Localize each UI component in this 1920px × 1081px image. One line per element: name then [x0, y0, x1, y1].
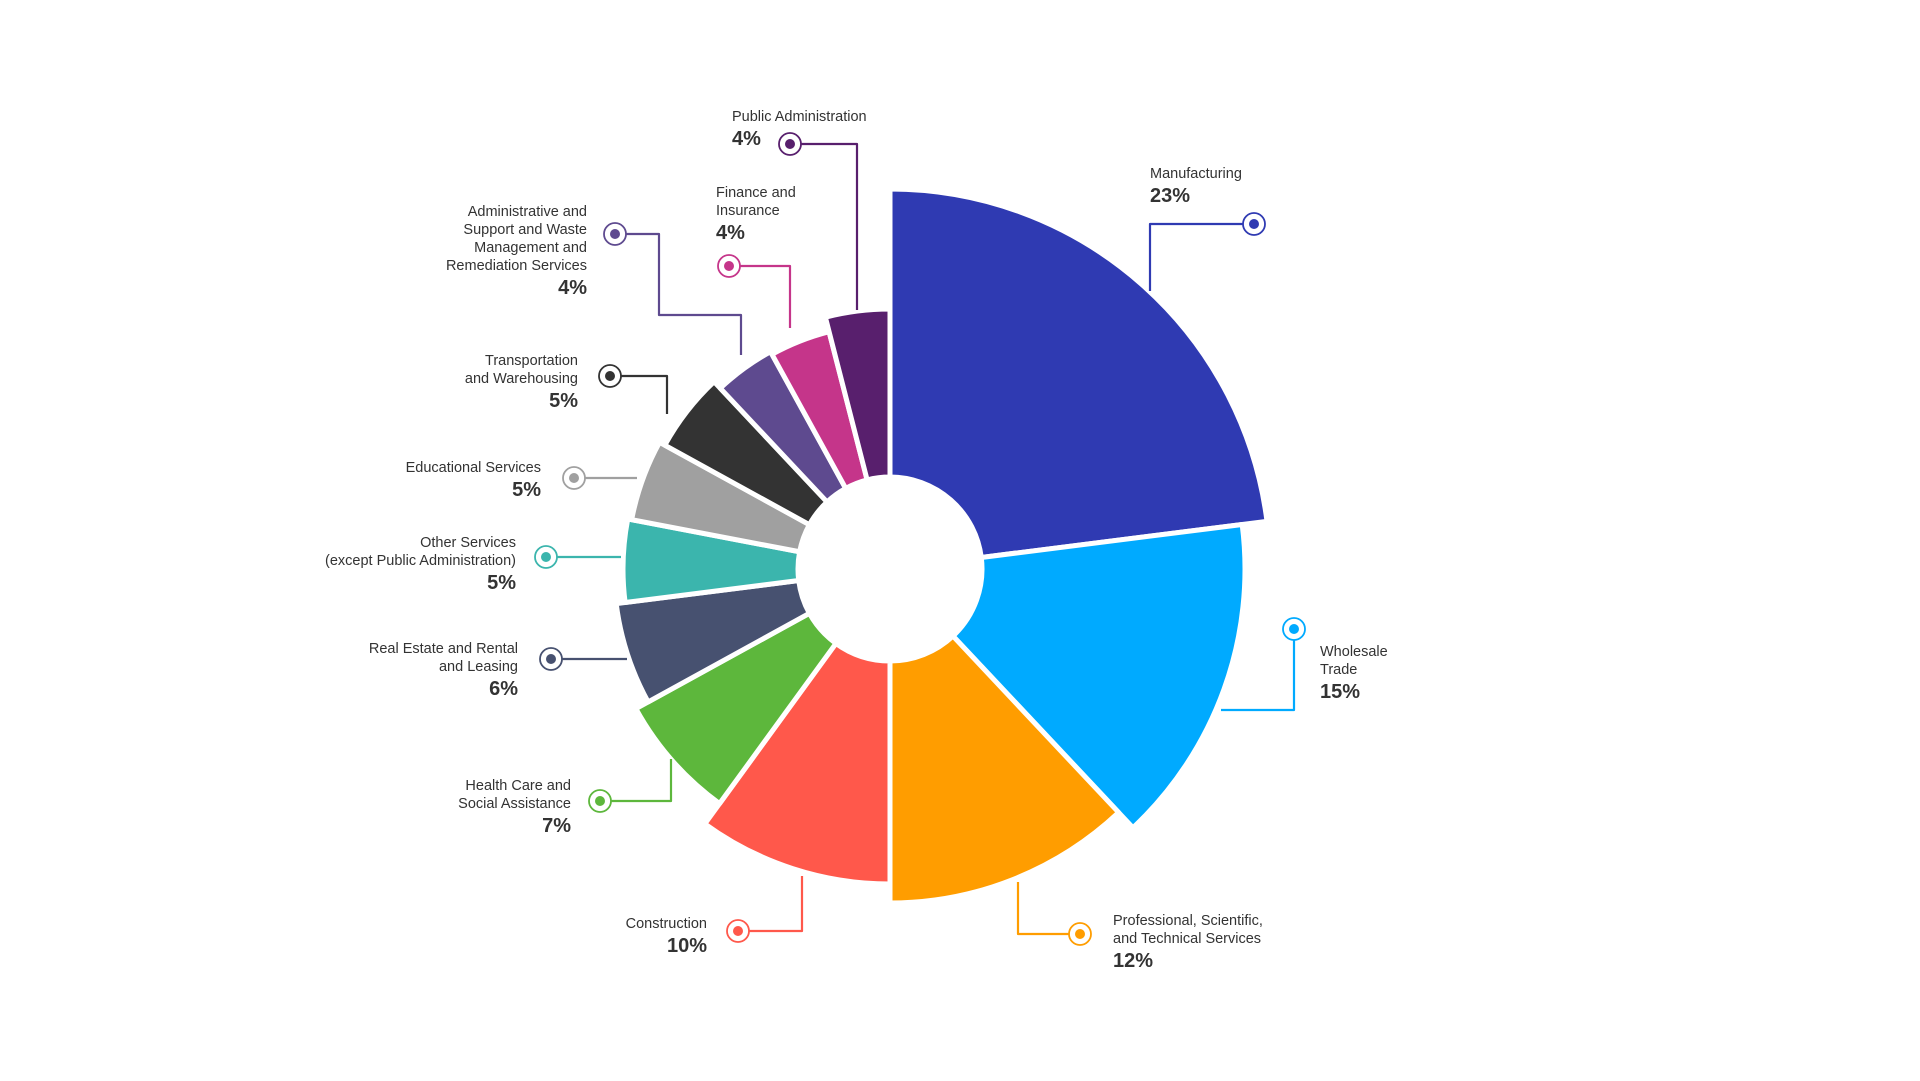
slice-label-percent: 4%: [716, 222, 745, 244]
pie-slice: [950, 522, 1248, 831]
slice-label-name: Professional, Scientific, and Technical …: [1113, 913, 1263, 947]
leader-line: [1148, 222, 1254, 291]
marker-dot: [546, 654, 556, 664]
slice-label-percent: 4%: [558, 277, 587, 299]
slice-label-percent: 6%: [489, 678, 518, 700]
slice-label-name: Health Care and Social Assistance: [458, 778, 571, 812]
slice-label: Public Administration 4%: [732, 108, 867, 151]
slice-label: Other Services (except Public Administra…: [325, 534, 516, 595]
pie-slice: [613, 578, 812, 705]
slice-label: Educational Services 5%: [406, 459, 541, 502]
marker-dot: [1075, 929, 1085, 939]
leader-line: [1221, 629, 1296, 712]
slice-label: Manufacturing 23%: [1150, 165, 1242, 208]
slice-label-percent: 12%: [1113, 950, 1154, 972]
marker-dot: [724, 261, 734, 271]
pie-slice: [887, 186, 1270, 560]
slice-label-percent: 10%: [666, 935, 707, 957]
leader-line: [729, 264, 792, 328]
marker-dot: [733, 926, 743, 936]
pie-slice: [702, 640, 893, 887]
slice-label-percent: 5%: [487, 572, 516, 594]
leader-line: [738, 876, 804, 933]
slice-label-name: Manufacturing: [1150, 166, 1242, 182]
slice-label: Construction 10%: [626, 915, 707, 958]
pie-slice: [887, 633, 1122, 906]
slice-label-percent: 5%: [549, 390, 578, 412]
slice-label-name: Administrative and Support and Waste Man…: [445, 204, 587, 274]
slice-label-percent: 4%: [732, 128, 761, 150]
leader-line: [790, 142, 859, 310]
leader-line: [1016, 882, 1080, 936]
slice-label-name: Construction: [625, 916, 707, 932]
slice-label-name: Real Estate and Rental and Leasing: [368, 641, 518, 675]
slice-label-name: Public Administration: [732, 109, 867, 125]
slice-label-name: Other Services (except Public Administra…: [325, 535, 516, 569]
marker-dot: [569, 473, 579, 483]
leader-line: [615, 232, 743, 355]
pie-slice: [822, 306, 893, 483]
slice-label: Transportation and Warehousing 5%: [465, 352, 578, 413]
marker-dot: [610, 229, 620, 239]
slice-label-percent: 5%: [512, 479, 541, 501]
marker-dot: [1289, 624, 1299, 634]
slice-label-name: Finance and Insurance: [716, 185, 796, 219]
marker-dot: [785, 139, 795, 149]
slice-label: Finance and Insurance 4%: [716, 184, 796, 245]
slice-label: Wholesale Trade 15%: [1320, 643, 1388, 704]
marker-dot: [595, 796, 605, 806]
pie-slice: [662, 379, 830, 528]
pie-slice: [633, 610, 839, 807]
slice-label: Administrative and Support and Waste Man…: [446, 203, 587, 300]
marker-dot: [541, 552, 551, 562]
marker-dot: [1249, 219, 1259, 229]
marker-dot: [605, 371, 615, 381]
leader-line: [600, 759, 673, 803]
slice-label-percent: 23%: [1150, 185, 1191, 207]
slice-label-percent: 15%: [1320, 681, 1361, 703]
pie-slice: [620, 516, 803, 605]
slice-label-name: Wholesale Trade: [1320, 644, 1388, 678]
slice-label: Health Care and Social Assistance 7%: [458, 777, 571, 838]
slice-label: Real Estate and Rental and Leasing 6%: [369, 640, 518, 701]
slice-label-name: Educational Services: [405, 460, 541, 476]
leader-line: [610, 374, 669, 414]
slice-label: Professional, Scientific, and Technical …: [1113, 912, 1263, 973]
slice-label-percent: 7%: [542, 815, 571, 837]
slice-label-name: Transportation and Warehousing: [464, 353, 578, 387]
pie-slice: [629, 439, 812, 555]
